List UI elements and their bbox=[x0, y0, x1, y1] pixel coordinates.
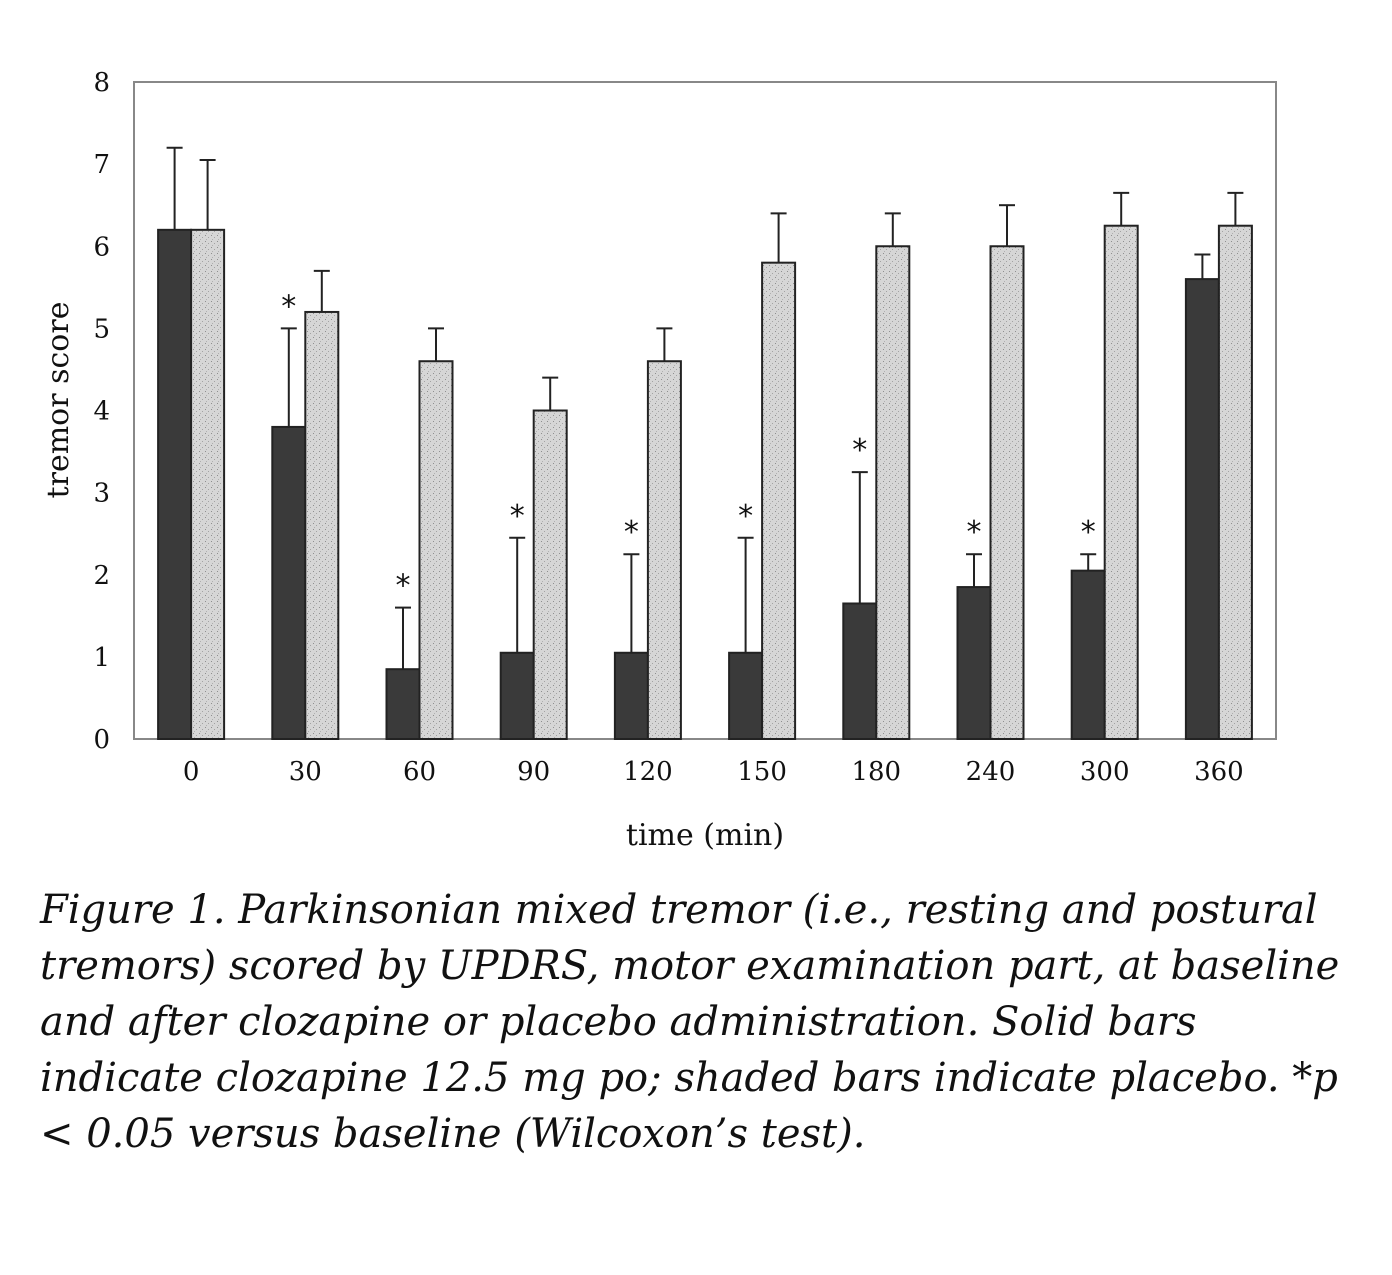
x-tick-label: 60 bbox=[403, 757, 436, 787]
y-axis-title: tremor score bbox=[41, 302, 76, 499]
significance-marker: * bbox=[852, 433, 867, 468]
x-tick-label: 120 bbox=[623, 757, 673, 787]
y-tick-label: 8 bbox=[93, 68, 110, 98]
x-tick-label: 180 bbox=[851, 757, 901, 787]
bar-shaded bbox=[646, 360, 682, 740]
bar-shaded bbox=[418, 360, 454, 740]
significance-marker: * bbox=[624, 515, 639, 550]
significance-marker: * bbox=[1081, 515, 1096, 550]
y-tick-label: 2 bbox=[93, 561, 110, 591]
bar-shaded bbox=[989, 245, 1025, 740]
bar-solid bbox=[842, 602, 878, 741]
bar-shaded bbox=[532, 409, 568, 740]
significance-marker: * bbox=[967, 515, 982, 550]
bar-shaded bbox=[761, 261, 797, 740]
y-tick-label: 5 bbox=[93, 314, 110, 344]
x-tick-label: 240 bbox=[966, 757, 1016, 787]
bar-solid bbox=[271, 425, 307, 740]
y-tick-label: 1 bbox=[93, 643, 110, 673]
significance-marker: * bbox=[510, 499, 525, 534]
y-tick-label: 4 bbox=[93, 397, 110, 427]
plot-frame bbox=[133, 81, 1277, 740]
significance-marker: * bbox=[281, 289, 296, 324]
bar-solid bbox=[499, 651, 535, 740]
bar-solid bbox=[1070, 569, 1106, 740]
x-tick-label: 300 bbox=[1080, 757, 1130, 787]
x-tick-label: 360 bbox=[1194, 757, 1244, 787]
bar-solid bbox=[1184, 278, 1220, 740]
bar-shaded bbox=[304, 310, 340, 740]
figure-caption: Figure 1. Parkinsonian mixed tremor (i.e… bbox=[40, 887, 1340, 1157]
bar-shaded bbox=[190, 228, 226, 740]
y-tick-label: 0 bbox=[93, 725, 110, 755]
y-tick-label: 6 bbox=[93, 232, 110, 262]
bar-solid bbox=[956, 586, 992, 740]
y-tick-label: 7 bbox=[93, 150, 110, 180]
x-tick-label: 30 bbox=[289, 757, 322, 787]
bar-solid bbox=[613, 651, 649, 740]
bar-shaded bbox=[875, 245, 911, 740]
chart: 0 1 2 3 4 5 6 7 8 * * * * * * * * 0 30 60 90 120 150 180 240 30… bbox=[41, 68, 1277, 853]
bar-shaded bbox=[1103, 224, 1139, 740]
bar-shaded bbox=[1217, 224, 1253, 740]
bar-solid bbox=[157, 228, 193, 740]
x-tick-label: 0 bbox=[183, 757, 200, 787]
x-axis-title: time (min) bbox=[626, 818, 784, 853]
x-tick-label: 150 bbox=[737, 757, 787, 787]
significance-marker: * bbox=[396, 569, 411, 604]
y-tick-label: 3 bbox=[93, 479, 110, 509]
bar-solid bbox=[385, 668, 421, 740]
significance-marker: * bbox=[738, 499, 753, 534]
bar-solid bbox=[728, 651, 764, 740]
x-tick-label: 90 bbox=[517, 757, 550, 787]
